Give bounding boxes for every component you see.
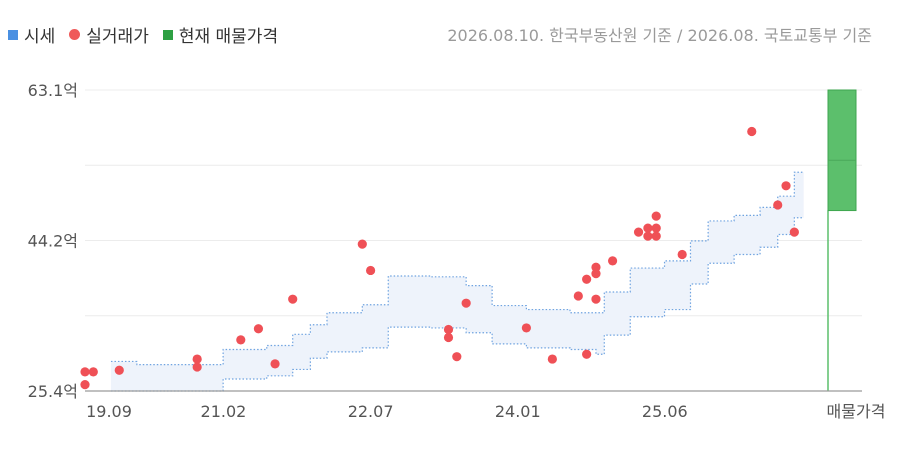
- transaction-point[interactable]: [643, 231, 653, 241]
- transaction-point[interactable]: [781, 181, 791, 191]
- transaction-point[interactable]: [80, 380, 90, 390]
- market-price-upper-line: [110, 171, 804, 366]
- transaction-point[interactable]: [253, 324, 264, 334]
- transaction-point[interactable]: [651, 231, 661, 241]
- transaction-point[interactable]: [192, 354, 202, 364]
- transaction-point[interactable]: [582, 349, 592, 359]
- transaction-point[interactable]: [88, 367, 98, 377]
- transaction-point[interactable]: [366, 265, 376, 276]
- transaction-point[interactable]: [192, 362, 202, 372]
- source-note: 2026.08.10. 한국부동산원 기준 / 2026.08. 국토교통부 기…: [447, 26, 872, 45]
- transaction-point[interactable]: [651, 223, 661, 233]
- legend-item-market-price[interactable]: 시세: [8, 22, 55, 47]
- transaction-point[interactable]: [633, 227, 644, 237]
- transaction-points: [80, 126, 799, 390]
- market-price-band: [110, 171, 804, 392]
- legend-label: 실거래가: [86, 27, 149, 47]
- transaction-point[interactable]: [114, 365, 124, 375]
- legend-label: 시세: [24, 27, 56, 47]
- transaction-point[interactable]: [582, 274, 592, 284]
- y-tick-label: 44.2억: [28, 232, 78, 251]
- transaction-point[interactable]: [461, 298, 471, 308]
- transaction-point[interactable]: [643, 223, 653, 233]
- grid-lines: [85, 89, 862, 317]
- legend-square-blue: [8, 29, 18, 40]
- transaction-point[interactable]: [789, 227, 799, 237]
- transaction-point[interactable]: [677, 249, 687, 260]
- transaction-point[interactable]: [357, 239, 367, 249]
- transaction-point[interactable]: [80, 367, 90, 377]
- transaction-point[interactable]: [747, 126, 757, 137]
- x-tick-label: 매물가격: [827, 402, 886, 421]
- transaction-point[interactable]: [521, 323, 531, 333]
- x-tick-label: 21.02: [201, 402, 247, 421]
- x-tick-label: 19.09: [86, 402, 132, 421]
- y-tick-label: 63.1억: [28, 81, 78, 100]
- x-tick-label: 22.07: [348, 402, 394, 421]
- transaction-point[interactable]: [443, 332, 454, 343]
- legend-square-green: [162, 29, 173, 40]
- y-tick-label: 25.4억: [28, 382, 78, 401]
- transaction-point[interactable]: [452, 352, 462, 362]
- legend-item-actual-transaction[interactable]: 실거래가: [69, 22, 149, 47]
- x-tick-label: 25.06: [642, 402, 688, 421]
- transaction-point[interactable]: [591, 294, 601, 304]
- transaction-point[interactable]: [773, 200, 783, 210]
- legend-dot-red: [69, 29, 81, 40]
- transaction-point[interactable]: [236, 335, 246, 345]
- listing-price-bar-rect[interactable]: [827, 89, 857, 212]
- legend-item-listing-price[interactable]: 현재 매물가격: [162, 22, 279, 47]
- transaction-point[interactable]: [591, 269, 601, 279]
- transaction-point[interactable]: [607, 256, 618, 266]
- listing-price-bar: [827, 89, 857, 391]
- market-price-band-fill: [110, 172, 804, 391]
- transaction-point[interactable]: [591, 262, 601, 272]
- x-tick-label: 24.01: [495, 402, 541, 421]
- chart-legend: 시세 실거래가 현재 매물가격: [8, 22, 292, 47]
- market-price-lower-line: [110, 217, 804, 392]
- x-axis-ticks: 19.09 21.02 22.07 24.01 25.06 매물가격: [86, 402, 885, 421]
- legend-label: 현재 매물가격: [178, 27, 279, 47]
- transaction-point[interactable]: [443, 324, 454, 335]
- transaction-point[interactable]: [651, 211, 661, 221]
- transaction-point[interactable]: [573, 291, 583, 301]
- y-axis-ticks: 63.1억 44.2억 25.4억: [28, 81, 78, 401]
- transaction-point[interactable]: [270, 359, 280, 369]
- transaction-point[interactable]: [547, 354, 557, 364]
- transaction-point[interactable]: [288, 294, 298, 304]
